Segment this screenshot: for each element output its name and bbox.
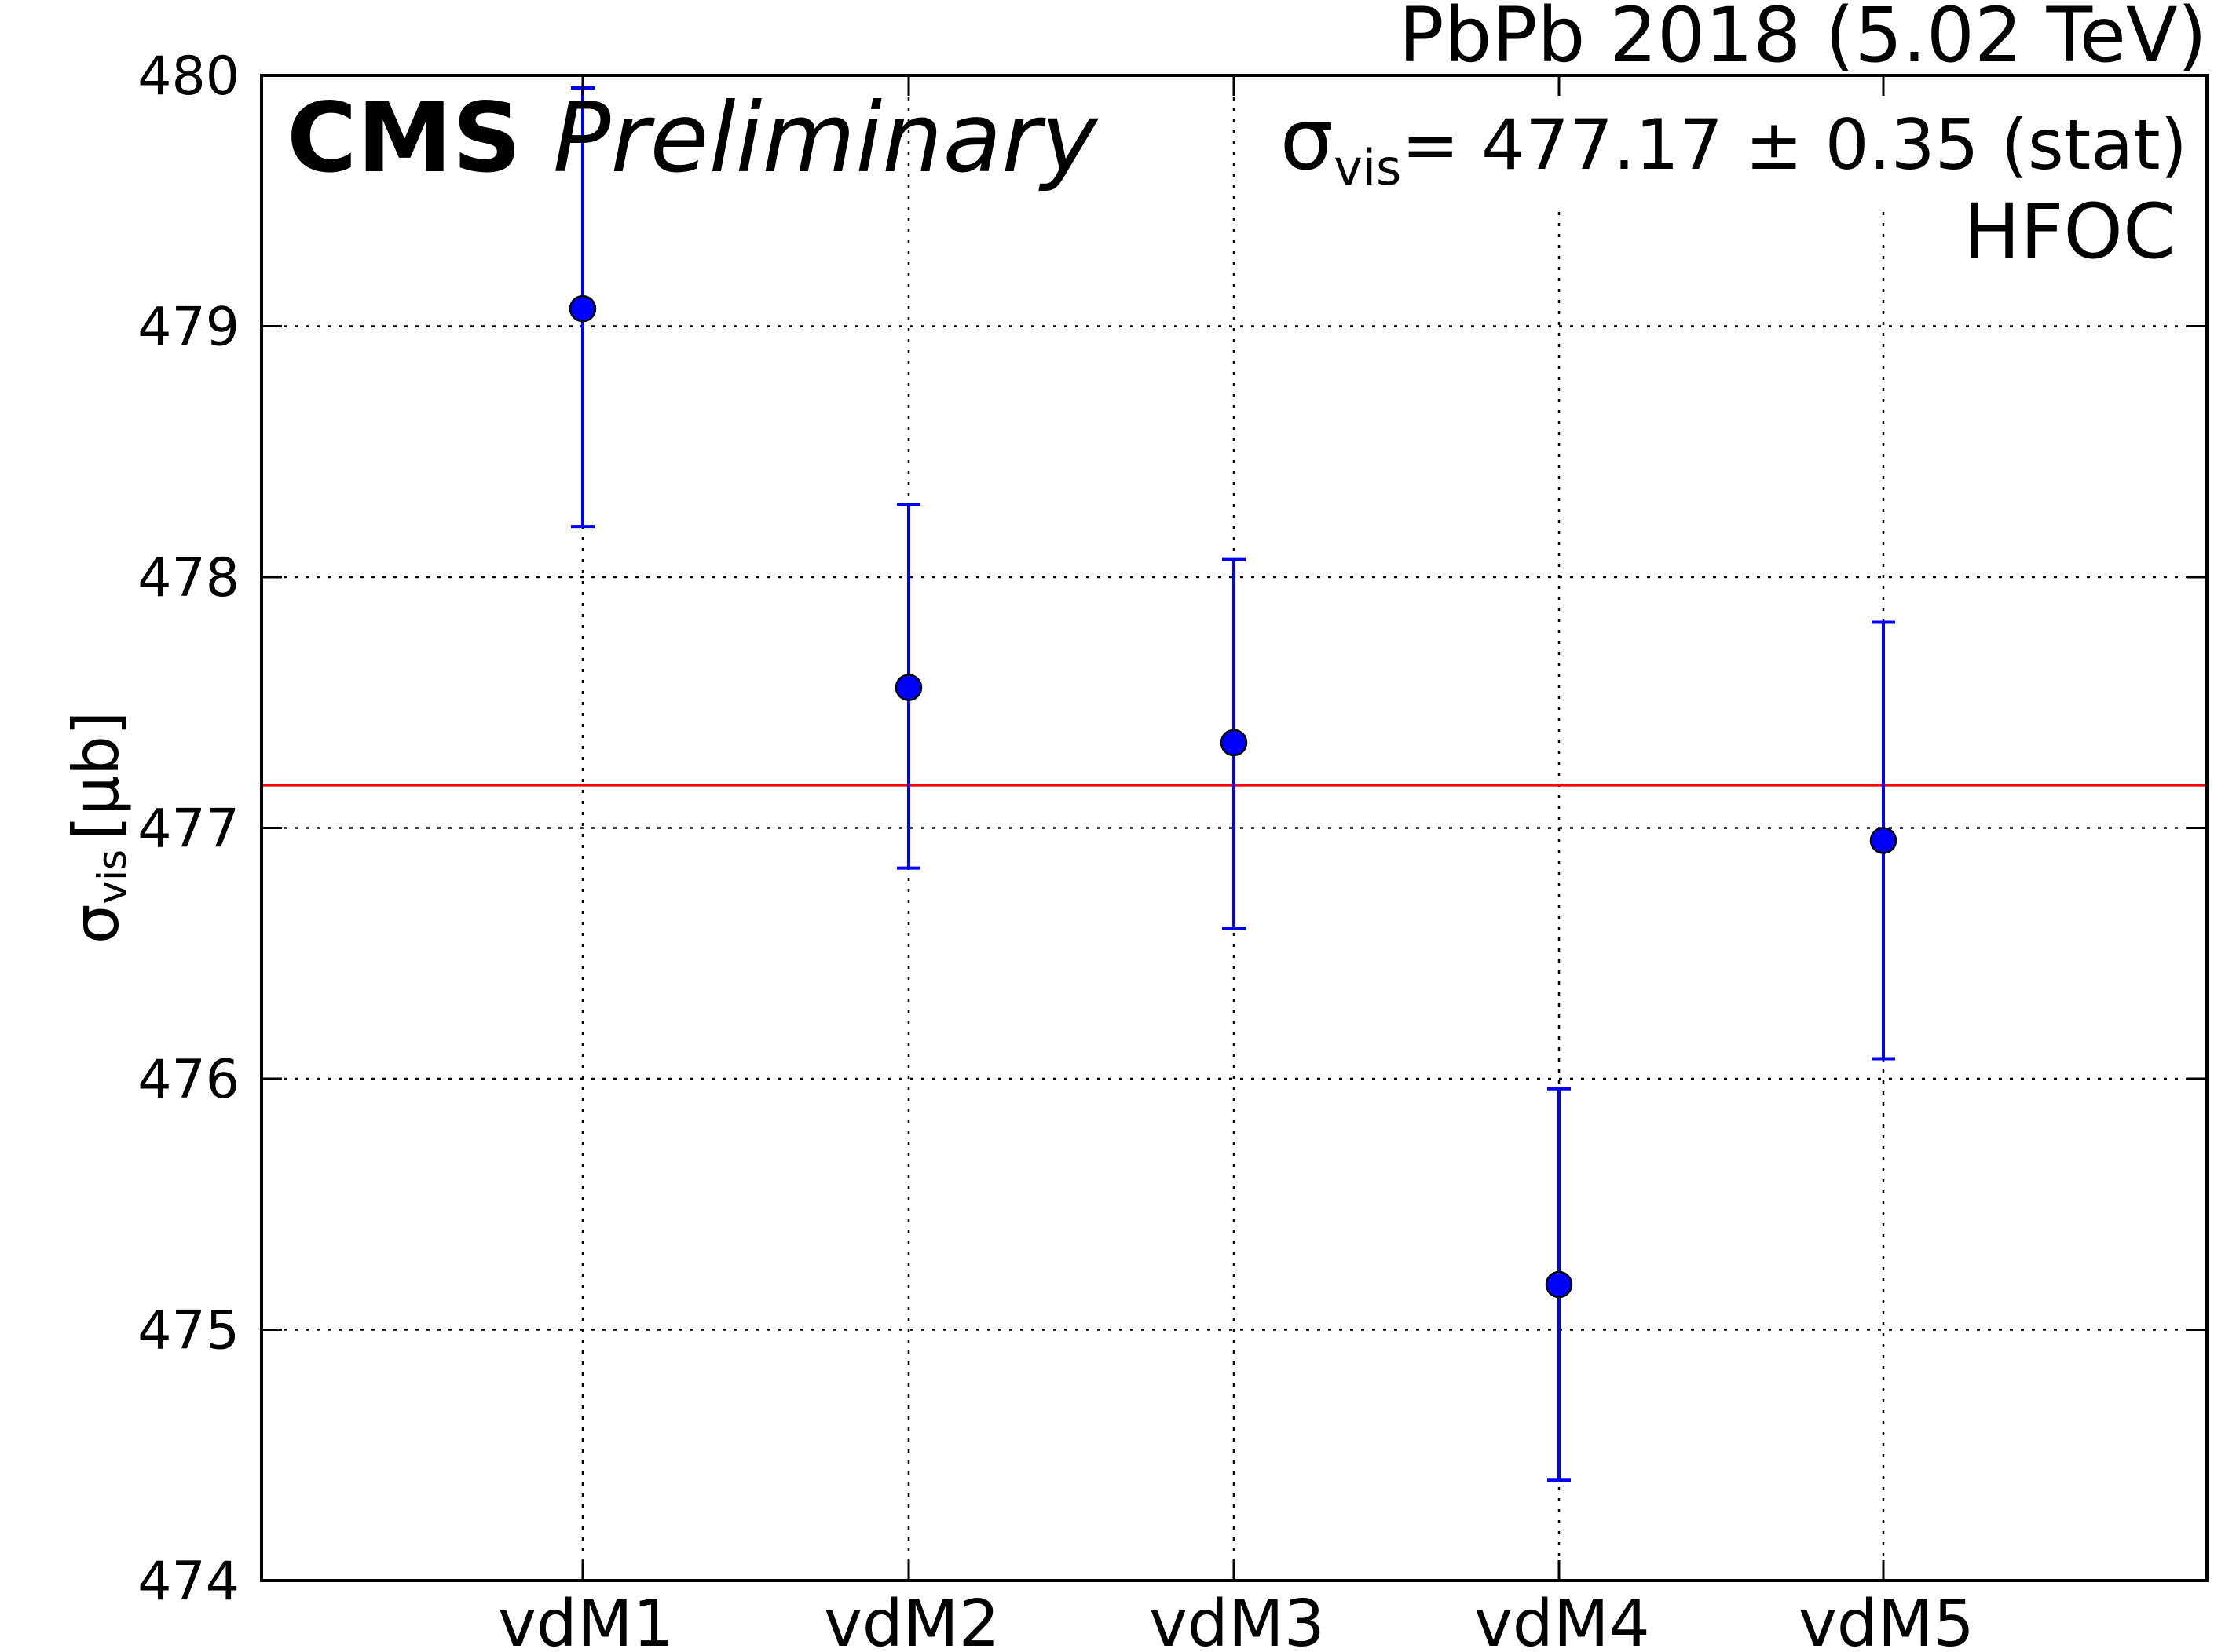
- y-axis: 474 475 476 477 478 479 480: [137, 46, 2207, 1613]
- y-tick-label: 477: [137, 799, 240, 861]
- x-tick-label: vdM5: [1799, 1587, 1974, 1652]
- y-tick-label: 478: [137, 547, 240, 609]
- result-value: = 477.17 ± 0.35 (stat): [1401, 104, 2187, 185]
- y-tick-label: 474: [137, 1551, 240, 1613]
- result-label: σvis= 477.17 ± 0.35 (stat): [1280, 91, 2187, 196]
- data-points: [569, 86, 1897, 1482]
- experiment-name: CMS: [287, 82, 521, 194]
- y-tick-label: 475: [137, 1300, 240, 1362]
- result-symbol: σ: [1280, 91, 1334, 189]
- x-tick-label: vdM4: [1474, 1587, 1650, 1652]
- detector-label: HFOC: [1963, 188, 2176, 276]
- experiment-status: Preliminary: [553, 82, 1100, 194]
- y-axis-label-subscript: vis: [90, 850, 135, 905]
- y-axis-label: σvis [μb]: [60, 711, 135, 944]
- plot-header: PbPb 2018 (5.02 TeV): [1399, 0, 2207, 79]
- y-axis-label-unit: [μb]: [60, 711, 133, 840]
- y-tick-label: 479: [137, 297, 240, 359]
- y-axis-label-symbol: σ: [60, 904, 133, 944]
- data-point: [1869, 827, 1897, 854]
- data-point: [569, 294, 597, 323]
- y-tick-label: 476: [137, 1049, 240, 1111]
- x-tick-label: vdM1: [498, 1587, 674, 1652]
- data-point: [1545, 1270, 1573, 1299]
- x-tick-label: vdM2: [824, 1587, 1000, 1652]
- x-axis: vdM1 vdM2 vdM3 vdM4 vdM5: [498, 75, 1974, 1652]
- experiment-label: CMS Preliminary: [287, 82, 1099, 194]
- data-point: [1220, 729, 1248, 757]
- data-point: [895, 674, 923, 701]
- x-tick-label: vdM3: [1149, 1587, 1325, 1652]
- y-tick-label: 480: [137, 46, 240, 108]
- result-subscript: vis: [1334, 139, 1401, 196]
